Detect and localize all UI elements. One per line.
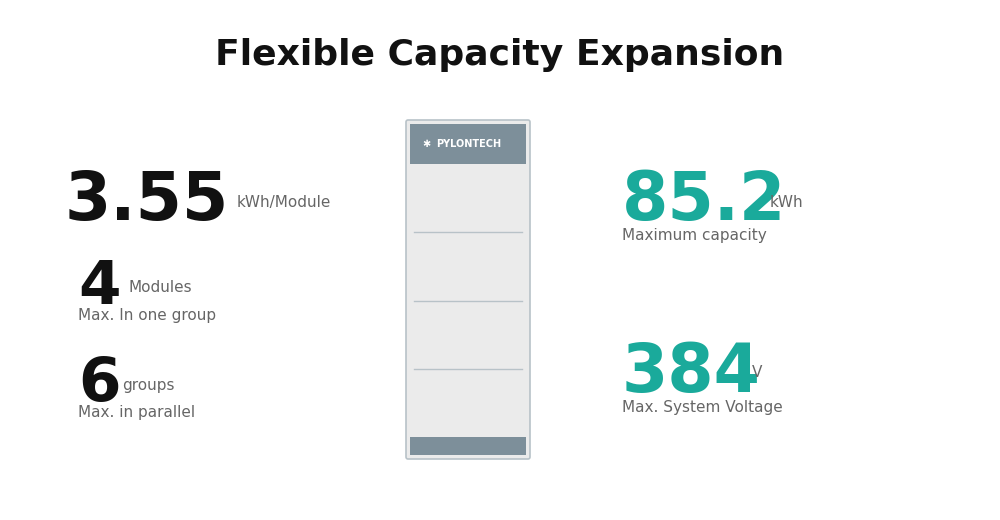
Text: kWh: kWh	[770, 195, 804, 210]
Text: Modules: Modules	[128, 280, 192, 295]
Text: groups: groups	[122, 378, 175, 393]
Text: 85.2: 85.2	[622, 168, 786, 234]
Text: 4: 4	[78, 258, 120, 317]
Text: 6: 6	[78, 355, 120, 414]
Bar	[410, 437, 526, 455]
Text: 3.55: 3.55	[65, 168, 229, 234]
Text: PYLONTECH: PYLONTECH	[436, 139, 501, 149]
Text: Max. In one group: Max. In one group	[78, 308, 216, 323]
Text: ✱: ✱	[422, 139, 430, 149]
Text: Max. System Voltage: Max. System Voltage	[622, 400, 783, 415]
Bar	[410, 124, 526, 164]
FancyBboxPatch shape	[406, 120, 530, 459]
Text: Max. in parallel: Max. in parallel	[78, 405, 195, 420]
Text: Maximum capacity: Maximum capacity	[622, 228, 767, 243]
Text: kWh/Module: kWh/Module	[237, 195, 331, 210]
Text: V: V	[752, 365, 762, 380]
Text: Flexible Capacity Expansion: Flexible Capacity Expansion	[215, 38, 785, 72]
Text: 384: 384	[622, 340, 761, 406]
